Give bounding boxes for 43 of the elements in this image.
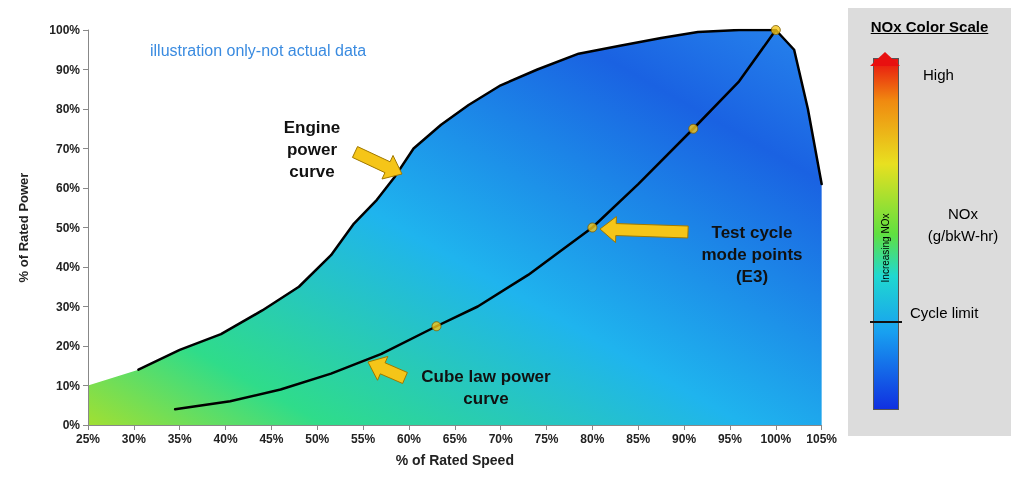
x-tick-label: 30% — [121, 432, 147, 446]
y-tick-label: 30% — [55, 299, 81, 314]
legend-title: NOx Color Scale — [869, 18, 990, 35]
y-tick-label: 60% — [55, 181, 81, 195]
y-tick-label: 40% — [55, 260, 81, 274]
point — [587, 222, 598, 233]
y-tick-label: 10% — [55, 378, 81, 393]
x-tick-label: 35% — [167, 432, 193, 446]
point — [431, 321, 442, 332]
y-tick-label: 90% — [55, 62, 81, 77]
x-tick-label: 80% — [580, 432, 605, 446]
y-tick-label: 80% — [55, 102, 81, 116]
x-tick-label: 95% — [717, 432, 743, 446]
text: Increasing NOx — [879, 213, 891, 283]
y-axis-title: % of Rated Power — [16, 172, 31, 283]
y-tick-label: 50% — [55, 220, 81, 235]
text: Cycle limit — [910, 304, 979, 321]
x-tick-label: 105% — [806, 432, 838, 446]
annotation: illustration only-not actual data — [150, 42, 367, 60]
x-tick-label: 90% — [672, 432, 697, 446]
x-axis-title: % of Rated Speed — [395, 452, 514, 468]
x-tick-label: 55% — [351, 432, 376, 446]
x-tick-label: 40% — [213, 432, 238, 446]
y-tick-label: 0% — [62, 418, 81, 432]
x-tick-label: 85% — [626, 432, 651, 446]
x-tick-label: 60% — [396, 432, 422, 446]
point — [688, 123, 699, 134]
annotation: Test cycle mode points (E3) — [700, 222, 804, 288]
x-tick-label: 45% — [259, 432, 284, 446]
annotation: Engine power curve — [282, 117, 342, 183]
x-tick-label: 75% — [534, 432, 559, 446]
text: High — [923, 66, 954, 83]
x-tick-label: 50% — [305, 432, 330, 446]
x-tick-label: 65% — [442, 432, 468, 446]
annotation: Cube law power curve — [420, 366, 552, 410]
color-bar-title: NOx (g/bkW-hr) — [926, 204, 1000, 246]
x-tick-label: 100% — [760, 432, 792, 446]
y-tick-label: 100% — [49, 23, 81, 37]
point — [770, 25, 781, 35]
x-tick-label: 70% — [488, 432, 514, 446]
y-tick-label: 20% — [55, 339, 81, 353]
y-tick-label: 70% — [55, 141, 81, 156]
x-tick-label: 25% — [75, 432, 101, 446]
